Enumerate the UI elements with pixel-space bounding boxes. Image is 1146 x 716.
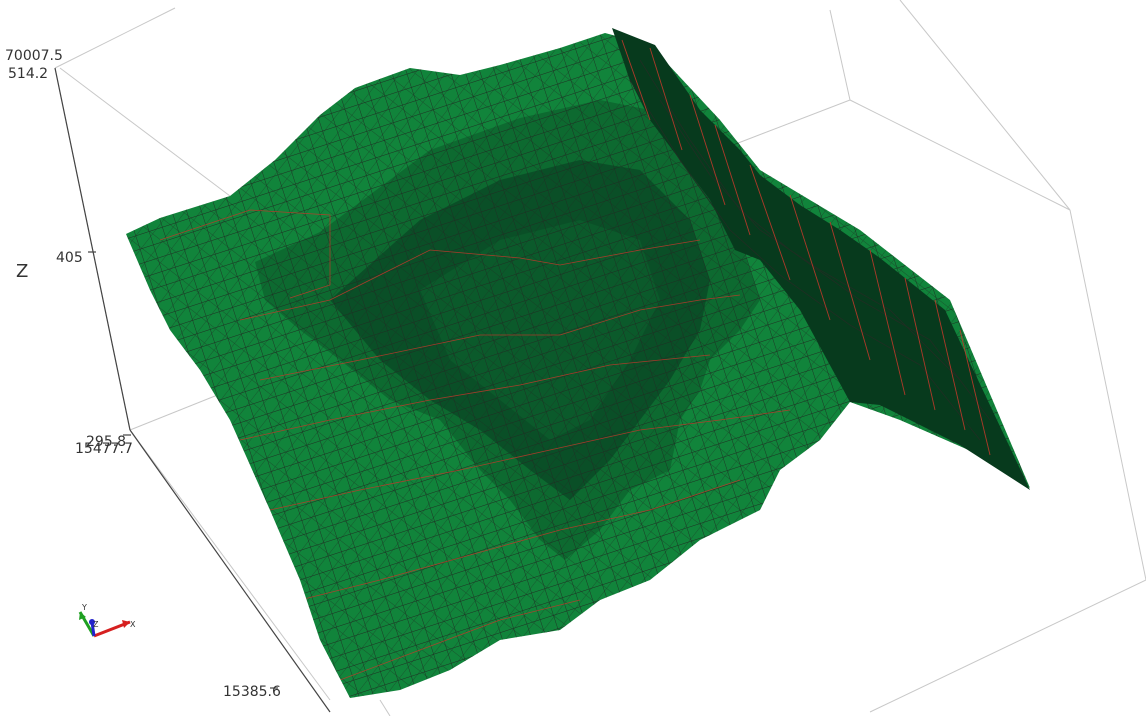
y-top-label: 70007.5: [5, 48, 63, 64]
widget-x-label: X: [130, 620, 136, 629]
contour-lines: [159, 209, 791, 681]
widget-y-label: Y: [81, 603, 87, 612]
z-mid-label: 405: [56, 250, 83, 266]
z-bottom-label: 295.8: [86, 434, 126, 450]
cliff-wall[interactable]: [612, 28, 1030, 490]
widget-z-label: Z: [93, 620, 99, 629]
z-axis-title: Z: [16, 261, 28, 282]
axis-ruler: [54, 67, 331, 713]
x-left-label: 15477.7: [75, 441, 133, 457]
x-bottom-label: 15385.6: [223, 684, 281, 700]
orientation-axes-widget: X Y Z: [78, 603, 136, 638]
z-top-label: 514.2: [8, 66, 48, 82]
axis-labels: 70007.5 514.2 Z 405 295.8 15477.7 15385.…: [5, 48, 281, 700]
